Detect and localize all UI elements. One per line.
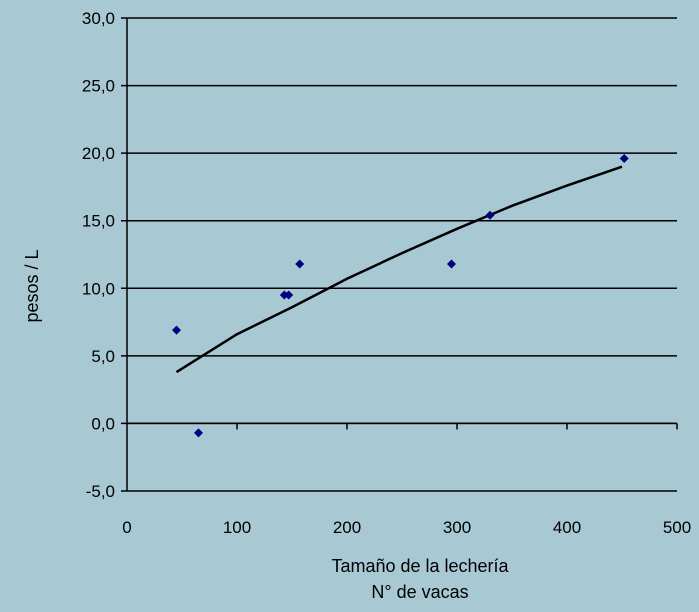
data-point xyxy=(284,290,294,300)
data-points xyxy=(172,154,629,438)
x-tick-label: 400 xyxy=(553,518,581,537)
x-tick-label: 500 xyxy=(663,518,691,537)
data-point xyxy=(194,428,203,438)
y-tick-label: -5,0 xyxy=(86,482,115,501)
tick-labels: -5,0 0,0 5,0 10,0 15,0 20,0 25,0 30,0 0 100 200 300… xyxy=(82,9,691,537)
y-axis-title: pesos / L xyxy=(22,249,42,322)
x-tick-label: 300 xyxy=(443,518,471,537)
x-tick-label: 0 xyxy=(122,518,131,537)
data-point xyxy=(619,154,629,164)
y-tick-label: 25,0 xyxy=(82,77,115,96)
y-tick-label: 0,0 xyxy=(91,414,115,433)
data-point xyxy=(295,259,305,269)
y-tick-label: 15,0 xyxy=(82,212,115,231)
axes xyxy=(126,18,678,491)
trendline-group xyxy=(175,165,623,374)
y-tick-label: 20,0 xyxy=(82,144,115,163)
data-point xyxy=(485,210,495,220)
y-tick-label: 10,0 xyxy=(82,279,115,298)
y-tick-label: 5,0 xyxy=(91,347,115,366)
trendline xyxy=(175,165,623,374)
x-axis-title: Tamaño de la lechería xyxy=(331,556,509,576)
data-point xyxy=(172,325,181,335)
x-tick-label: 100 xyxy=(223,518,251,537)
x-tick-label: 200 xyxy=(333,518,361,537)
x-axis-title-line2: N° de vacas xyxy=(371,582,468,602)
y-tick-label: 30,0 xyxy=(82,9,115,28)
data-point xyxy=(447,259,456,269)
